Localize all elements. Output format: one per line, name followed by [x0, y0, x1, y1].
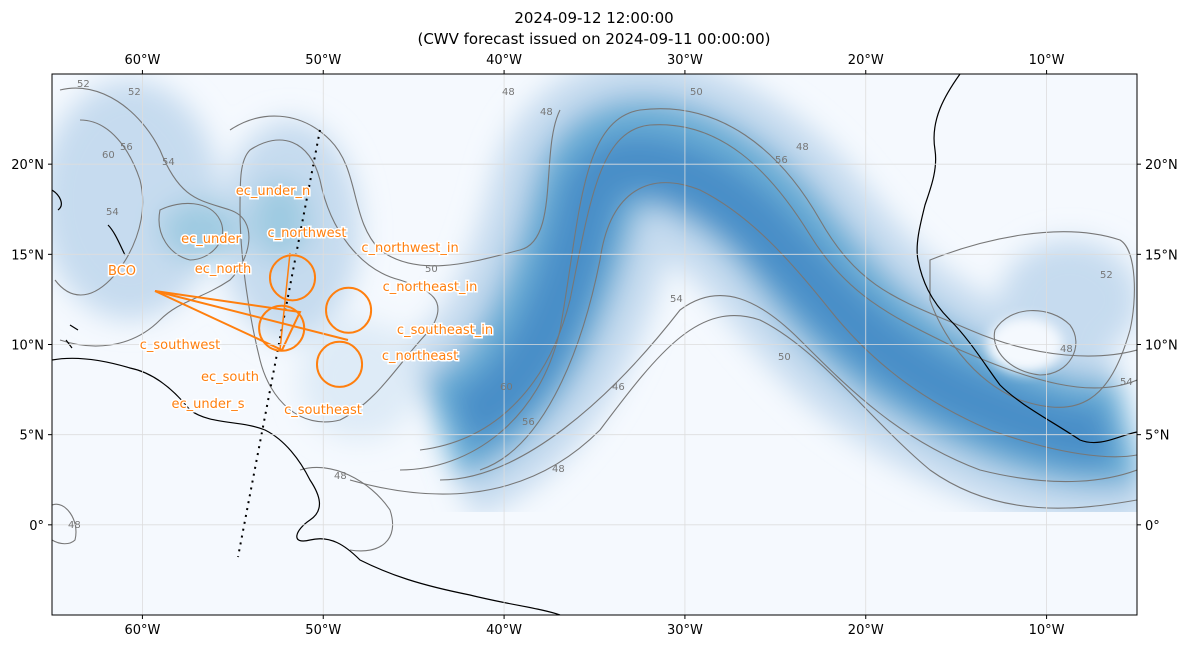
lat-tick-label: 15°N	[11, 248, 44, 263]
contour-label: 56	[775, 155, 788, 166]
waypoint-label: c_southeast	[284, 403, 362, 418]
lat-tick-label: 10°N	[11, 339, 44, 354]
lat-tick-label: 20°N	[1145, 158, 1178, 173]
dry-patch	[987, 317, 1063, 373]
lon-tick-label: 50°W	[305, 623, 341, 638]
lon-tick-label: 50°W	[305, 53, 341, 68]
flight-track	[154, 252, 349, 352]
contour-label: 56	[120, 142, 133, 153]
contour-label: 48	[796, 142, 809, 153]
contours	[52, 87, 1137, 552]
waypoint-label: c_southeast_in	[397, 323, 493, 338]
cwv-field	[52, 74, 1137, 529]
contour-labels: 52 52 60 56 54 54 48 48 50 48 56 60 56 4…	[68, 79, 1133, 531]
contour-label: 54	[670, 294, 683, 305]
lon-tick-label: 40°W	[486, 53, 522, 68]
contour-label: 48	[68, 520, 81, 531]
waypoint-label: ec_under	[181, 232, 241, 247]
lon-tick-label: 20°W	[848, 623, 884, 638]
waypoint-label: c_northeast_in	[383, 280, 478, 295]
circle-pattern	[315, 340, 364, 388]
contour-label: 48	[540, 107, 553, 118]
contour-label: 48	[502, 87, 515, 98]
lon-tick-label: 60°W	[124, 623, 160, 638]
waypoint-label: ec_under_s	[172, 397, 245, 412]
lat-tick-label: 20°N	[11, 158, 44, 173]
lon-tick-label: 40°W	[486, 623, 522, 638]
contour-label: 50	[778, 352, 791, 363]
coastlines	[52, 74, 1137, 615]
lat-tick-label: 15°N	[1145, 248, 1178, 263]
contour-label: 60	[500, 382, 513, 393]
contour-label: 60	[102, 150, 115, 161]
circle-pattern	[258, 304, 306, 352]
circles	[258, 254, 373, 388]
map-area: 52 52 60 56 54 54 48 48 50 48 56 60 56 4…	[52, 74, 1137, 615]
title: 2024-09-12 12:00:00	[514, 9, 673, 27]
lat-tick-label: 10°N	[1145, 339, 1178, 354]
contour-label: 56	[522, 417, 535, 428]
contour-label: 52	[1100, 270, 1113, 281]
contour-label: 50	[690, 87, 703, 98]
lat-tick-label: 0°	[1145, 519, 1160, 534]
waypoint-label: c_southwest	[140, 338, 220, 353]
ec-track	[237, 129, 321, 558]
waypoint-label: ec_under_n	[236, 184, 310, 199]
waypoint-label: c_northeast	[382, 349, 458, 364]
waypoint-label: c_northwest	[267, 226, 346, 241]
waypoint-labels: ec_under_n c_northwest c_northwest_in ec…	[107, 183, 495, 420]
contour-label: 48	[552, 464, 565, 475]
grid	[52, 74, 1137, 615]
subtitle: (CWV forecast issued on 2024-09-11 00:00…	[417, 30, 770, 48]
waypoint-label: ec_north	[195, 262, 252, 277]
circle-pattern	[268, 254, 317, 302]
contour-label: 52	[77, 79, 90, 90]
axis-ticks: 60°W 60°W 50°W 50°W 40°W 40°W 30°W 30°W 20°W 20°W…	[11, 53, 1178, 638]
contour-label: 48	[1060, 344, 1073, 355]
lat-tick-label: 5°N	[20, 429, 45, 444]
contour-label: 46	[612, 382, 625, 393]
waypoint-label: c_northwest_in	[361, 241, 458, 256]
lon-tick-label: 30°W	[667, 53, 703, 68]
lon-tick-label: 10°W	[1029, 623, 1065, 638]
lon-tick-label: 30°W	[667, 623, 703, 638]
lat-tick-label: 0°	[29, 519, 44, 534]
contour-label: 50	[425, 264, 438, 275]
contour-label: 54	[106, 207, 119, 218]
waypoint-label: BCO	[108, 264, 136, 279]
contour-label: 48	[334, 471, 347, 482]
lon-tick-label: 10°W	[1029, 53, 1065, 68]
contour-label: 54	[1120, 377, 1133, 388]
contour-label: 52	[128, 87, 141, 98]
contour-label: 54	[162, 157, 175, 168]
waypoint-label: ec_south	[201, 370, 259, 385]
lon-tick-label: 60°W	[124, 53, 160, 68]
lon-tick-label: 20°W	[848, 53, 884, 68]
lat-tick-label: 5°N	[1145, 429, 1170, 444]
circle-pattern	[325, 286, 373, 334]
